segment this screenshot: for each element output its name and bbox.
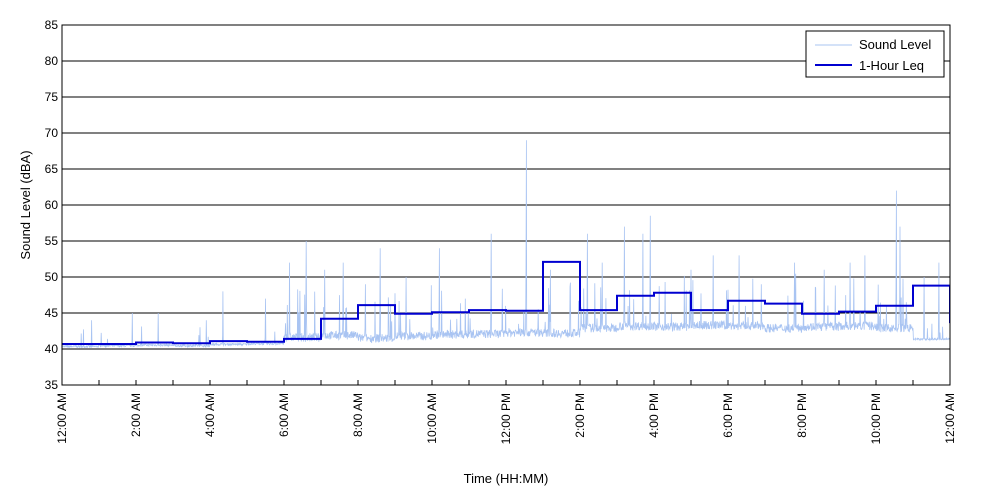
legend-1-hour-leq-label: 1-Hour Leq: [859, 58, 924, 73]
x-tick-label: 12:00 AM: [943, 393, 957, 444]
y-axis-title: Sound Level (dBA): [18, 150, 33, 259]
y-tick-label: 55: [45, 234, 59, 248]
x-tick-label: 4:00 PM: [647, 393, 661, 438]
x-tick-label: 10:00 PM: [869, 393, 883, 444]
x-axis-title: Time (HH:MM): [464, 471, 549, 486]
legend: Sound Level 1-Hour Leq: [805, 30, 945, 78]
x-tick-label: 6:00 AM: [277, 393, 291, 437]
series-1-hour-leq-line: [62, 260, 950, 345]
y-tick-label: 75: [45, 90, 59, 104]
y-tick-label: 70: [45, 126, 59, 140]
y-axis: 35 40 45 50 55 60 65 70 75 80 85: [45, 18, 59, 392]
plot-border: [61, 24, 951, 386]
y-tick-label: 65: [45, 162, 59, 176]
y-tick-label: 50: [45, 270, 59, 284]
y-tick-label: 85: [45, 18, 59, 32]
y-tick-label: 35: [45, 378, 59, 392]
y-tick-label: 45: [45, 306, 59, 320]
x-tick-label: 8:00 PM: [795, 393, 809, 438]
y-tick-label: 40: [45, 342, 59, 356]
x-tick-label: 8:00 AM: [351, 393, 365, 437]
legend-sound-level-label: Sound Level: [859, 37, 931, 52]
x-tick-label: 12:00 AM: [55, 393, 69, 444]
x-tick-label: 2:00 AM: [129, 393, 143, 437]
x-tick-label: 12:00 PM: [499, 393, 513, 444]
y-tick-label: 60: [45, 198, 59, 212]
x-axis: 12:00 AM 2:00 AM 4:00 AM 6:00 AM 8:00 AM 10:0…: [55, 380, 957, 444]
legend-box: [805, 30, 945, 78]
x-tick-label: 2:00 PM: [573, 393, 587, 438]
x-tick-label: 4:00 AM: [203, 393, 217, 437]
x-tick-label: 10:00 AM: [425, 393, 439, 444]
y-tick-label: 80: [45, 54, 59, 68]
x-tick-label: 6:00 PM: [721, 393, 735, 438]
